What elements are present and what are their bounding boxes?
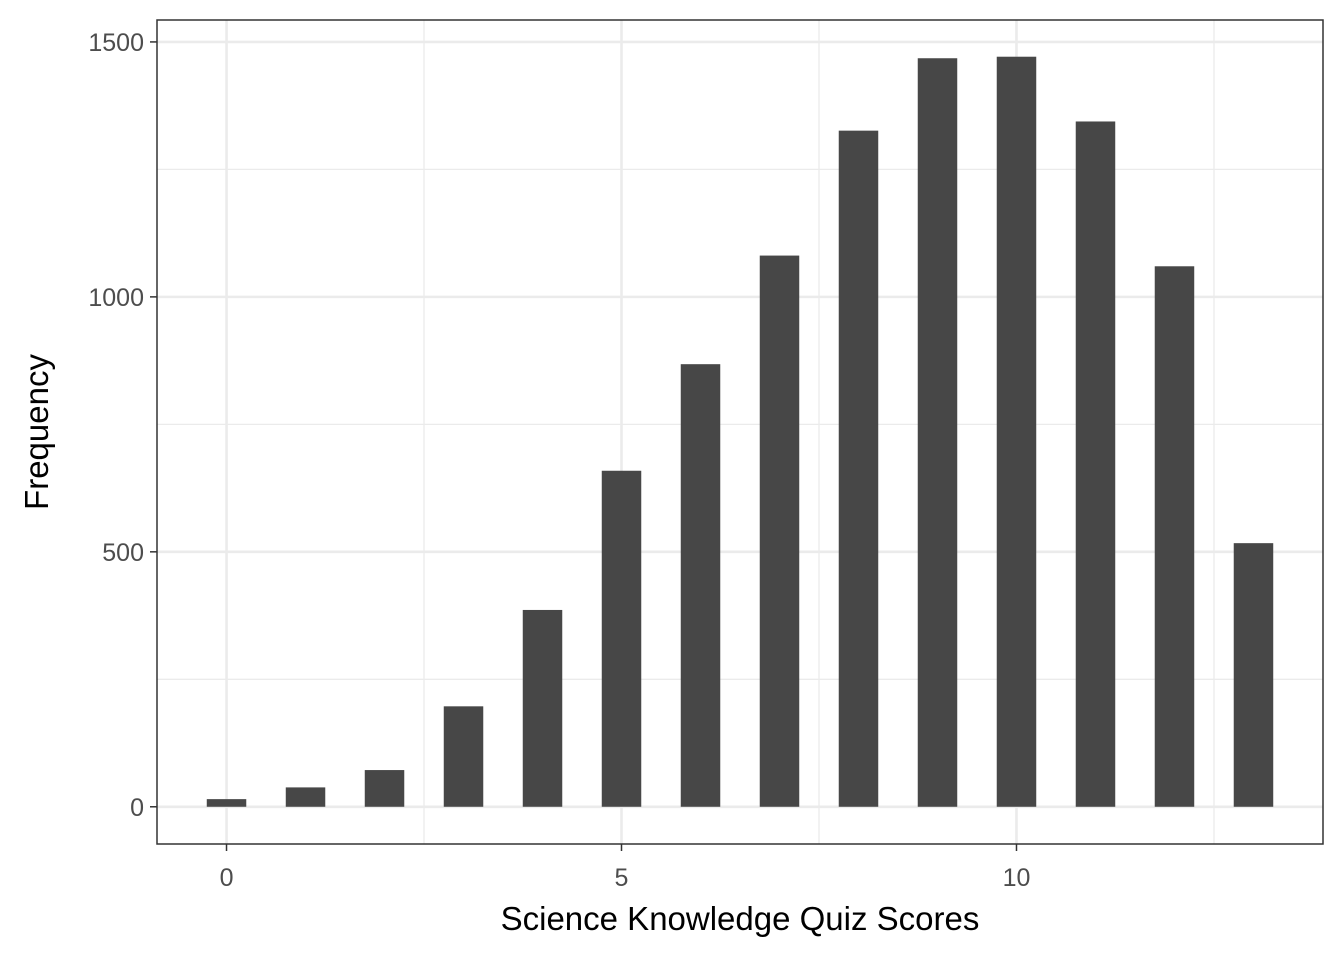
y-axis-title: Frequency	[18, 354, 55, 510]
bar	[1075, 121, 1116, 807]
bar	[759, 255, 800, 807]
x-tick-label: 10	[1003, 864, 1031, 892]
bar	[285, 787, 326, 807]
bar	[996, 56, 1037, 807]
bar	[917, 58, 958, 807]
x-axis-title: Science Knowledge Quiz Scores	[501, 900, 980, 937]
bar	[443, 706, 484, 807]
y-tick-label: 1000	[88, 284, 144, 312]
bar	[206, 799, 247, 807]
x-tick-label: 5	[615, 864, 629, 892]
bar	[601, 470, 642, 807]
bar	[838, 130, 879, 807]
bars	[206, 56, 1274, 807]
bar	[1154, 266, 1195, 807]
panel-border	[156, 19, 1324, 845]
axis-ticks	[150, 41, 1018, 851]
panel-background	[157, 20, 1323, 844]
bar	[522, 609, 563, 807]
bar	[364, 770, 405, 807]
y-tick-label: 1500	[88, 29, 144, 57]
y-tick-label: 0	[130, 794, 144, 822]
x-tick-label: 0	[220, 864, 234, 892]
tick-labels: 0 5 10 0 500 1000 1500	[88, 29, 1030, 892]
y-tick-label: 500	[102, 539, 144, 567]
bar	[1233, 543, 1274, 807]
minor-grid	[157, 20, 1323, 844]
bar	[680, 364, 721, 807]
